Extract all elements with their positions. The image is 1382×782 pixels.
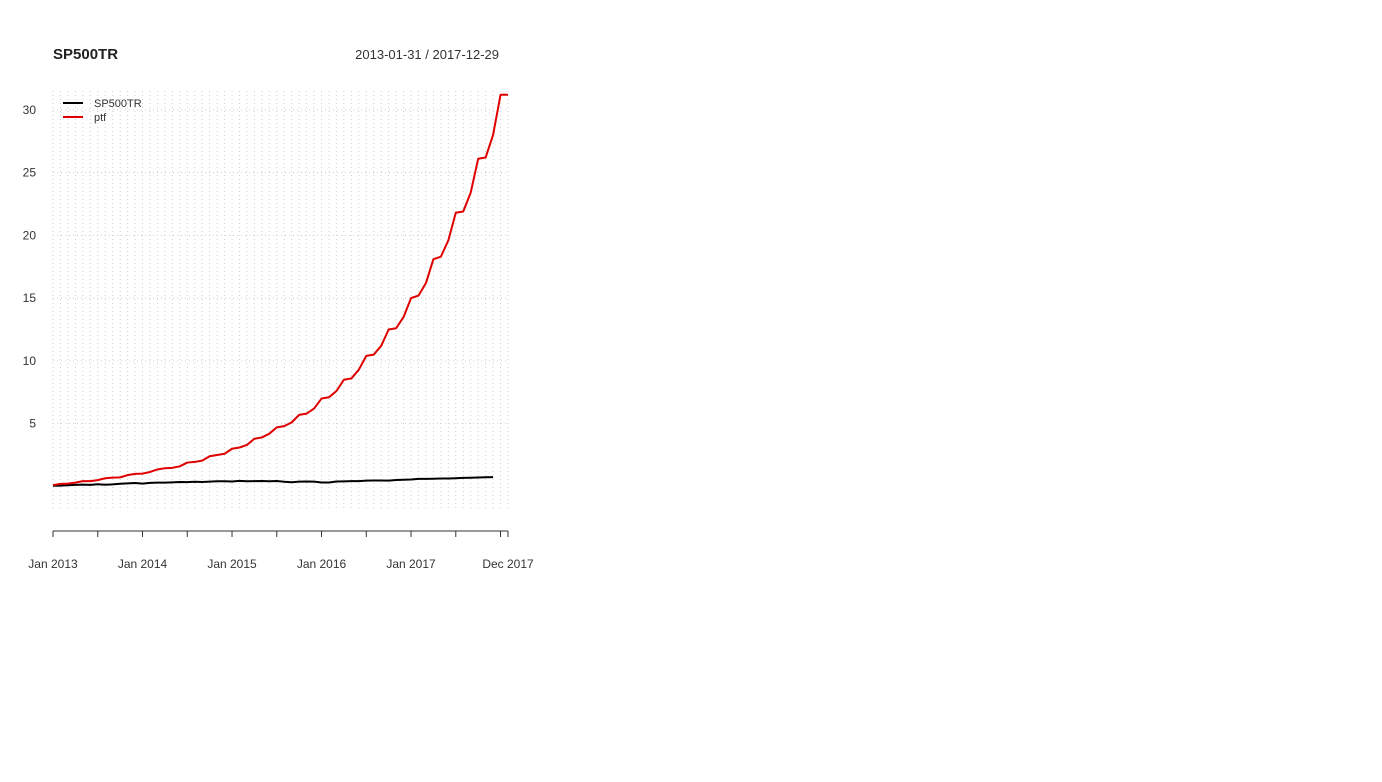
- y-tick-label: 10: [23, 354, 37, 368]
- x-tick-label: Jan 2016: [297, 557, 347, 571]
- legend: SP500TR ptf: [63, 98, 142, 124]
- x-tick-label: Dec 2017: [482, 557, 534, 571]
- y-tick-label: 5: [29, 417, 36, 431]
- x-tick-label: Jan 2015: [207, 557, 257, 571]
- chart-date-range: 2013-01-31 / 2017-12-29: [355, 47, 499, 62]
- axis-layer: 5 10 15 20 25 30 Jan 2013 Jan 2014 Jan 2015 Jan 2…: [23, 103, 534, 571]
- grid-layer: [52, 91, 509, 509]
- legend-label-ptf: ptf: [94, 112, 107, 124]
- series-line-ptf: [52, 93, 508, 487]
- x-tick-label: Jan 2014: [118, 557, 168, 571]
- y-tick-label: 15: [23, 291, 37, 305]
- chart-title: SP500TR: [53, 46, 118, 63]
- y-tick-label: 30: [23, 103, 37, 117]
- x-tick-label: Jan 2013: [28, 557, 78, 571]
- legend-label-sp500tr: SP500TR: [94, 98, 142, 110]
- series-layer: [52, 93, 508, 487]
- x-tick-label: Jan 2017: [386, 557, 436, 571]
- y-tick-label: 25: [23, 166, 37, 180]
- y-tick-label: 20: [23, 228, 37, 242]
- series-line-sp500tr: [52, 476, 494, 487]
